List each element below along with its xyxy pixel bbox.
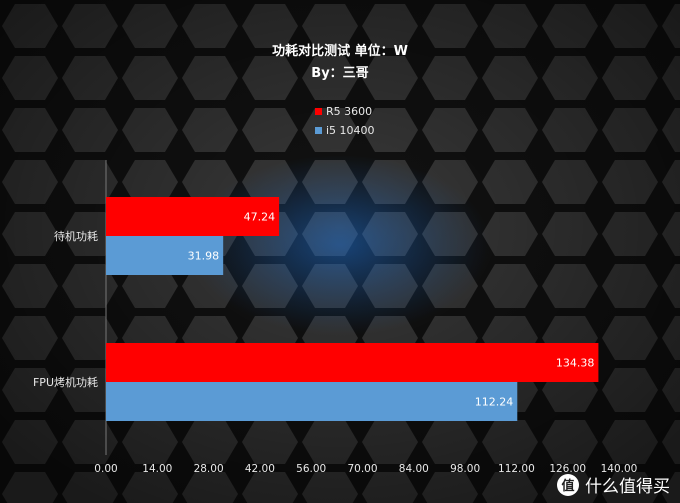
x-tick-label: 42.00 bbox=[245, 463, 275, 475]
bar-1-1 bbox=[106, 382, 518, 421]
x-tick-label: 28.00 bbox=[194, 463, 224, 475]
bar-1-0 bbox=[106, 236, 224, 275]
watermark-logo: 值 bbox=[557, 473, 579, 496]
legend-item-r5-3600: R5 3600 bbox=[315, 105, 372, 118]
x-tick-label: 70.00 bbox=[347, 463, 377, 475]
data-label: 134.38 bbox=[556, 357, 595, 370]
x-tick-label: 140.00 bbox=[601, 463, 638, 475]
watermark: 值 什么值得买 bbox=[557, 472, 670, 497]
legend-label: R5 3600 bbox=[326, 105, 373, 118]
chart-title: 功耗对比测试 单位：W bbox=[272, 44, 408, 59]
data-label: 47.24 bbox=[244, 211, 276, 224]
x-tick-label: 14.00 bbox=[142, 463, 172, 475]
bar-0-1 bbox=[106, 343, 599, 382]
bar-0-0 bbox=[106, 197, 280, 236]
x-tick-label: 0.00 bbox=[94, 463, 117, 475]
legend-label: i5 10400 bbox=[326, 124, 375, 137]
data-label: 112.24 bbox=[475, 396, 514, 409]
x-tick-label: 98.00 bbox=[450, 463, 480, 475]
chart-subtitle: By：三哥 bbox=[311, 66, 369, 81]
x-tick-label: 56.00 bbox=[296, 463, 326, 475]
legend-swatch bbox=[315, 108, 322, 115]
watermark-text: 什么值得买 bbox=[585, 477, 670, 497]
x-tick-label: 112.00 bbox=[498, 463, 535, 475]
category-label: 待机功耗 bbox=[54, 229, 98, 243]
legend-swatch bbox=[315, 127, 322, 134]
legend-item-i5-10400: i5 10400 bbox=[315, 124, 375, 137]
data-label: 31.98 bbox=[188, 250, 220, 263]
x-tick-label: 84.00 bbox=[399, 463, 429, 475]
category-label: FPU烤机功耗 bbox=[33, 375, 98, 389]
x-tick-label: 126.00 bbox=[549, 463, 586, 475]
